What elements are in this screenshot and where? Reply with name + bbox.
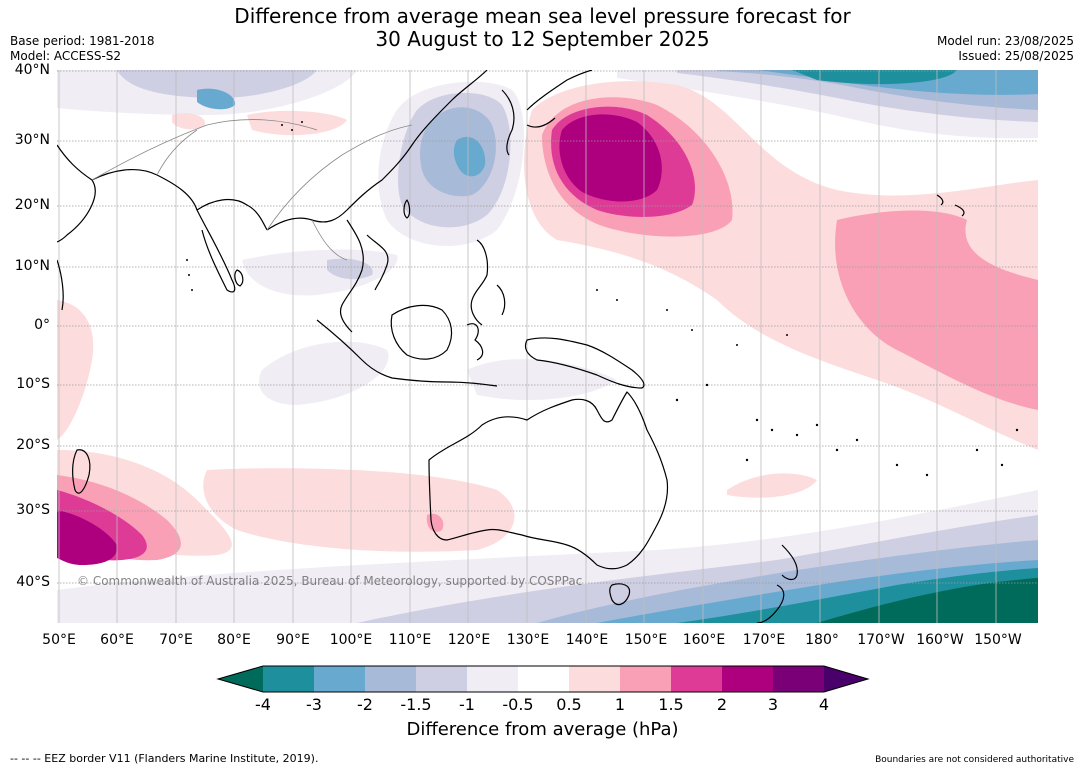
lon-label: 80°E (217, 632, 251, 648)
lon-label: 140°E (565, 632, 609, 648)
colorbar-outline (216, 665, 870, 693)
lon-label: 130°E (506, 632, 550, 648)
colorbar-segment (467, 666, 518, 692)
colorbar-tick: -0.5 (502, 695, 534, 714)
model-text: Model: ACCESS-S2 (10, 49, 122, 63)
colorbar-tick: 2 (716, 695, 728, 714)
colorbar (210, 660, 875, 700)
lat-label: 40°N (14, 62, 50, 78)
lon-label: 160°W (916, 632, 964, 648)
colorbar-tick: 3 (767, 695, 779, 714)
lon-label: 170°E (742, 632, 786, 648)
colorbar-tick: 0.5 (556, 695, 582, 714)
issued-text: Issued: 25/08/2025 (958, 49, 1074, 63)
lat-label: 20°S (16, 437, 50, 453)
colorbar-segment (314, 666, 365, 692)
colorbar-tick: 1.5 (658, 695, 684, 714)
lat-label: 10°S (16, 376, 50, 392)
lon-label: 150°W (974, 632, 1022, 648)
chart-title-line1: Difference from average mean sea level p… (234, 4, 851, 28)
lon-label: 70°E (159, 632, 193, 648)
colorbar-extend-low (218, 666, 263, 692)
lon-label: 150°E (624, 632, 668, 648)
lon-label: 110°E (388, 632, 432, 648)
lon-label: 100°E (329, 632, 373, 648)
map-panel (57, 70, 1038, 623)
lon-label: 60°E (100, 632, 134, 648)
lon-label: 90°E (276, 632, 310, 648)
map-meridians (58, 70, 997, 623)
country-borders (91, 119, 413, 261)
colorbar-segment (773, 666, 824, 692)
colorbar-tick: 4 (818, 695, 830, 714)
lon-label: 50°E (42, 632, 76, 648)
lat-label: 0° (34, 317, 50, 333)
model-run-text: Model run: 23/08/2025 (936, 34, 1074, 48)
copyright-text: © Commonwealth of Australia 2025, Bureau… (77, 574, 583, 588)
colorbar-graphic (216, 665, 870, 693)
eez-border-note: -- -- -- EEZ border V11 (Flanders Marine… (10, 752, 319, 765)
colorbar-extend-high (824, 666, 868, 692)
lon-label: 120°E (447, 632, 491, 648)
colorbar-tick: 1 (614, 695, 626, 714)
colorbar-segment (620, 666, 671, 692)
lon-label: 180° (805, 632, 839, 648)
lat-label: 10°N (14, 258, 50, 274)
colorbar-segment (569, 666, 620, 692)
colorbar-tick: -2 (357, 695, 373, 714)
colorbar-segment (518, 666, 569, 692)
colorbar-segment (671, 666, 722, 692)
lat-label: 20°N (14, 197, 50, 213)
anomaly-map (57, 70, 1038, 623)
colorbar-label: Difference from average (hPa) (406, 719, 679, 740)
colorbar-segment (416, 666, 467, 692)
colorbar-tick: -1.5 (400, 695, 432, 714)
colorbar-tick: -1 (459, 695, 475, 714)
base-period-text: Base period: 1981-2018 (10, 34, 155, 48)
lat-label: 40°S (16, 574, 50, 590)
colorbar-segment (365, 666, 416, 692)
colorbar-segment (722, 666, 773, 692)
lat-label: 30°S (16, 502, 50, 518)
lon-label: 160°E (682, 632, 726, 648)
pacific-islands (186, 121, 1019, 477)
chart-title-line2: 30 August to 12 September 2025 (375, 27, 710, 51)
lat-label: 30°N (14, 132, 50, 148)
colorbar-tick: -3 (306, 695, 322, 714)
lon-label: 170°W (857, 632, 905, 648)
coastlines (57, 70, 965, 623)
anomaly-fields (57, 70, 1038, 623)
boundaries-disclaimer: Boundaries are not considered authoritat… (875, 755, 1074, 765)
colorbar-tick: -4 (255, 695, 271, 714)
colorbar-segment (263, 666, 314, 692)
